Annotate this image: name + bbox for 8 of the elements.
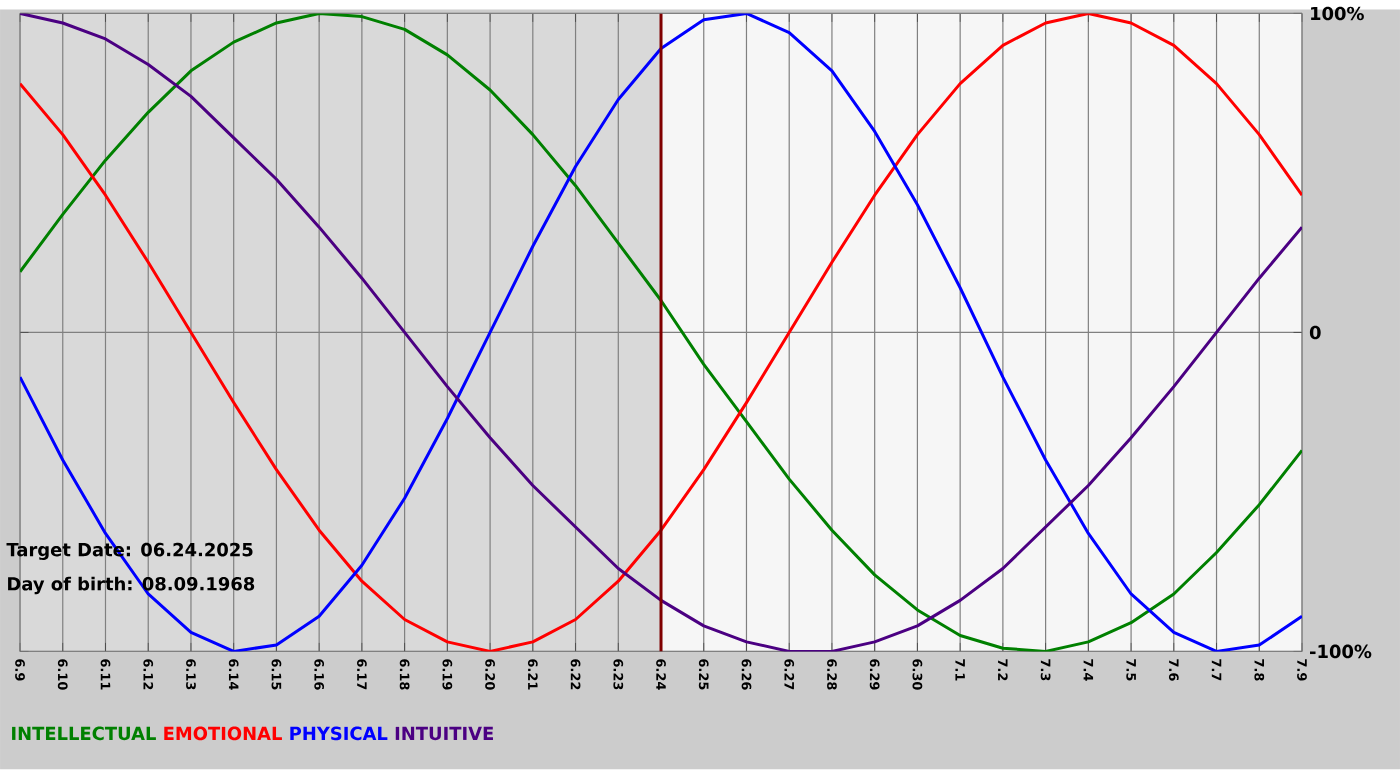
text: INTELLECTUAL [12, 726, 156, 741]
text: INTUITIVE [395, 727, 493, 741]
text: EMOTIONAL [164, 726, 282, 741]
y-tick-label: -100% [1310, 644, 1372, 659]
text: PHYSICAL [290, 726, 388, 741]
y-tick-label: 0 [1309, 325, 1321, 340]
annotation: Day of birth: 08.09.1968 [8, 576, 255, 595]
y-tick-label: 100% [1311, 6, 1364, 21]
